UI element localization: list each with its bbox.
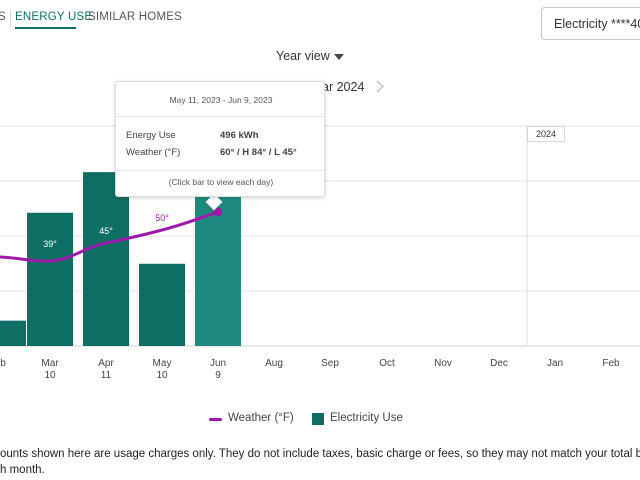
x-axis-day: 11 bbox=[100, 370, 112, 381]
x-axis-label: Oct bbox=[367, 358, 407, 370]
usage-bar-2[interactable] bbox=[83, 172, 129, 346]
year-divider-label: 2024 bbox=[527, 126, 565, 142]
usage-bar-0[interactable] bbox=[0, 320, 26, 346]
tab-previous[interactable]: S bbox=[0, 11, 6, 23]
disclaimer-line-2: h month. bbox=[0, 464, 45, 476]
active-tab-indicator bbox=[15, 27, 76, 29]
tooltip-energy-label: Energy Use bbox=[126, 130, 176, 141]
tooltip-divider bbox=[116, 116, 326, 117]
bar-tooltip: May 11, 2023 - Jun 9, 2023 Energy Use 49… bbox=[115, 81, 326, 197]
x-axis-month: Nov bbox=[434, 358, 452, 369]
temperature-label: 39° bbox=[43, 239, 57, 249]
view-dropdown[interactable]: Year view bbox=[276, 49, 330, 63]
tooltip-weather-value: 60° / H 84° / L 45° bbox=[220, 147, 297, 158]
tooltip-hint: (Click bar to view each day) bbox=[168, 177, 274, 187]
account-dropdown[interactable]: Electricity ****40 bbox=[541, 7, 640, 40]
usage-disclaimer: ounts shown here are usage charges only.… bbox=[0, 446, 640, 478]
tab-similar-homes[interactable]: SIMILAR HOMES bbox=[88, 11, 182, 23]
x-axis-label: Dec bbox=[479, 358, 519, 370]
year-nav-label: ar 2024 bbox=[322, 80, 365, 94]
x-axis-month: b bbox=[0, 358, 6, 369]
x-axis-month: May bbox=[152, 358, 172, 369]
usage-tabs: S ENERGY USE SIMILAR HOMES bbox=[0, 0, 640, 34]
tooltip-weather-label: Weather (°F) bbox=[126, 147, 181, 158]
x-axis-label: Mar 10 bbox=[30, 358, 70, 382]
x-axis-label: b bbox=[0, 358, 23, 370]
electricity-legend-label[interactable]: Electricity Use bbox=[330, 412, 403, 424]
x-axis-label: Jun 9 bbox=[198, 358, 238, 382]
x-axis-month: Dec bbox=[490, 358, 508, 369]
x-axis-month: Mar bbox=[41, 358, 59, 369]
electricity-legend-marker[interactable] bbox=[312, 413, 324, 425]
weather-line bbox=[0, 210, 220, 263]
x-axis-month: Apr bbox=[98, 358, 114, 369]
chevron-right-icon[interactable] bbox=[376, 80, 384, 93]
x-axis-label: May 10 bbox=[142, 358, 182, 382]
chart-legend: Weather (°F) Electricity Use bbox=[0, 411, 640, 427]
x-axis-month: Feb bbox=[602, 358, 620, 369]
x-axis-month: Sep bbox=[321, 358, 339, 369]
tab-divider bbox=[10, 9, 11, 27]
weather-legend-marker[interactable] bbox=[209, 418, 222, 421]
x-axis-label: Feb bbox=[591, 358, 631, 370]
x-axis-label: Apr 11 bbox=[86, 358, 126, 382]
x-axis-label: Jan bbox=[535, 358, 575, 370]
temperature-label: 45° bbox=[99, 226, 113, 236]
x-axis-month: Jun bbox=[209, 358, 227, 369]
x-axis-month: Oct bbox=[379, 358, 395, 369]
x-axis-label: Sep bbox=[310, 358, 350, 370]
tab-energy-use[interactable]: ENERGY USE bbox=[15, 11, 93, 23]
tooltip-divider bbox=[116, 170, 326, 171]
x-axis-day: 9 bbox=[215, 370, 221, 381]
weather-point-selected bbox=[213, 207, 223, 217]
usage-bar-1[interactable] bbox=[27, 212, 73, 346]
weather-legend-label[interactable]: Weather (°F) bbox=[228, 412, 294, 424]
x-axis-day: 10 bbox=[156, 370, 168, 381]
x-axis-label: Aug bbox=[254, 358, 294, 370]
chevron-down-icon[interactable] bbox=[334, 54, 344, 60]
tooltip-energy-value: 496 kWh bbox=[220, 130, 259, 141]
x-axis-month: Aug bbox=[265, 358, 283, 369]
x-axis-month: Jan bbox=[546, 358, 564, 369]
tooltip-date-range: May 11, 2023 - Jun 9, 2023 bbox=[169, 95, 273, 105]
disclaimer-line-1: ounts shown here are usage charges only.… bbox=[0, 448, 640, 460]
temperature-label: 50° bbox=[155, 213, 169, 223]
usage-bar-3[interactable] bbox=[139, 263, 185, 346]
x-axis-label: Nov bbox=[423, 358, 463, 370]
x-axis-day: 10 bbox=[44, 370, 56, 381]
